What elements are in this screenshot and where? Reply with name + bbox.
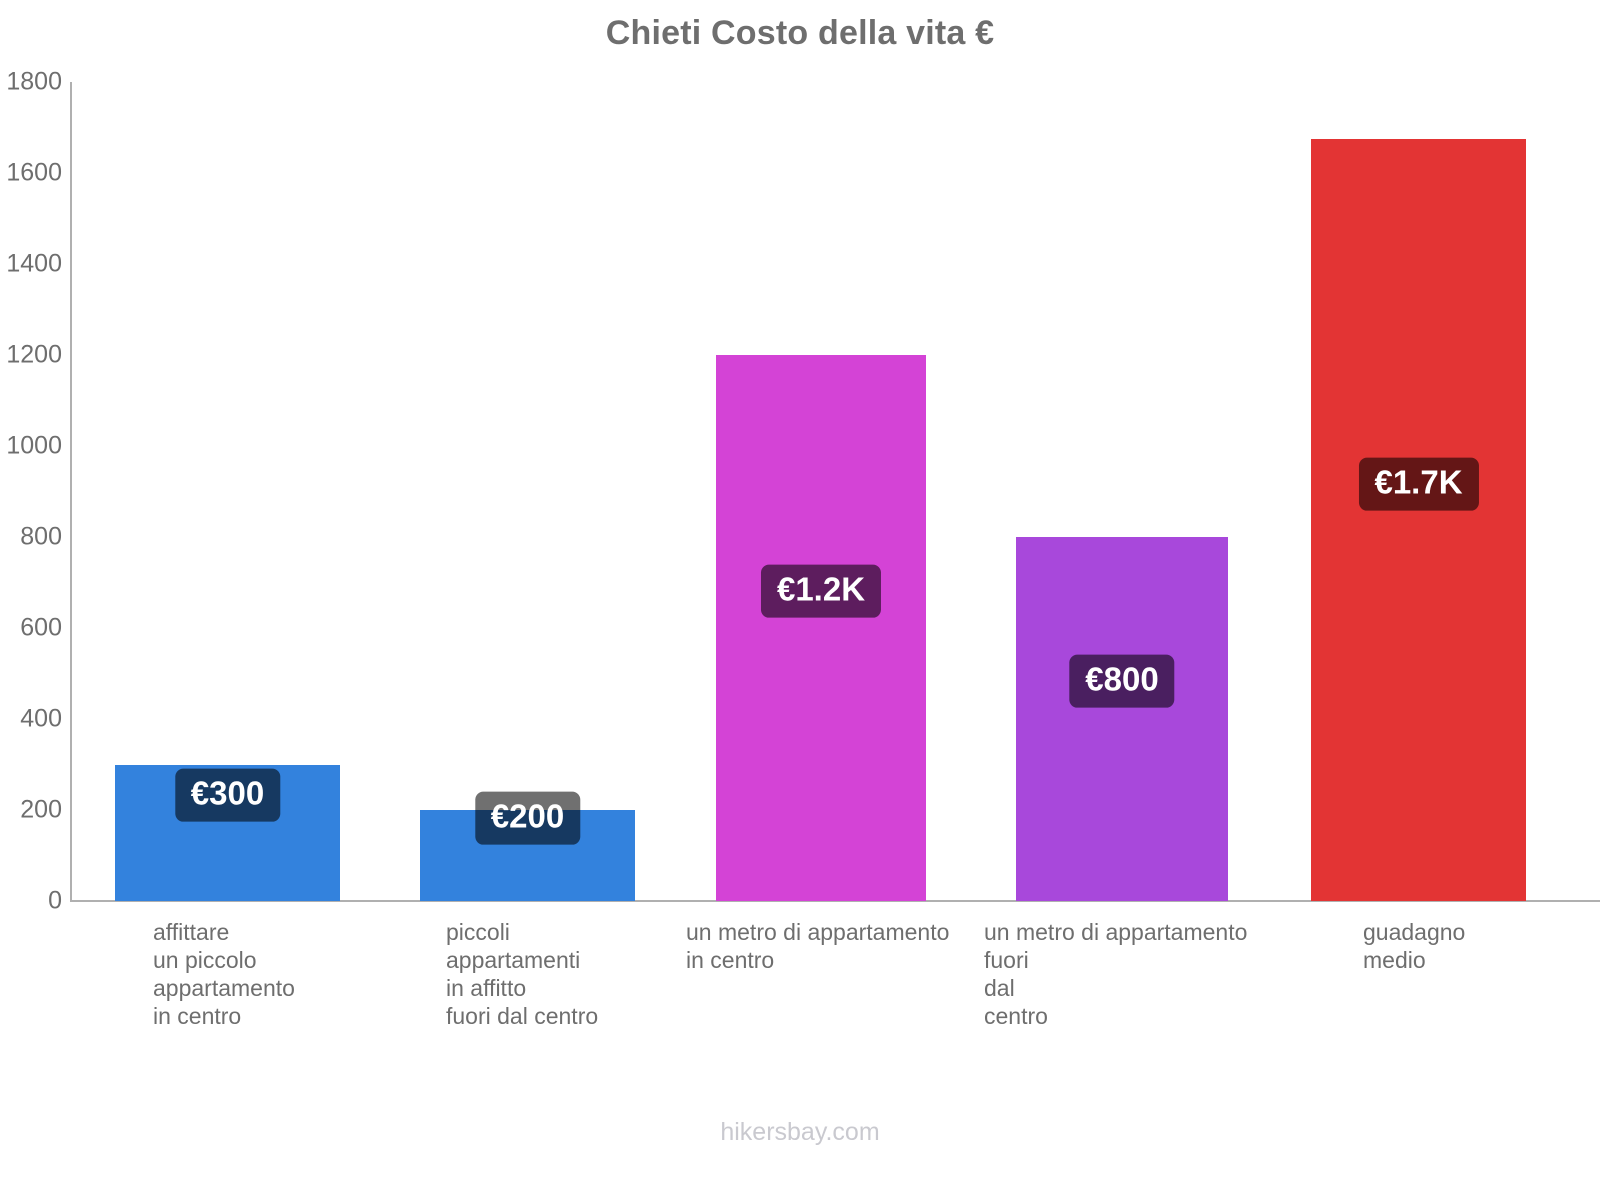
- x-axis-category-label: un metro di appartamento fuori dal centr…: [984, 919, 1248, 1030]
- chart-title: Chieti Costo della vita €: [605, 14, 995, 52]
- y-axis-tick-label: 800: [20, 522, 62, 551]
- bar-value-label: €200: [474, 791, 581, 845]
- y-axis-line: [70, 82, 72, 901]
- x-axis-category-label: piccoli appartamenti in affitto fuori da…: [446, 919, 599, 1030]
- y-axis-tick-label: 1400: [6, 249, 62, 278]
- plot-area: 0 200 400 600 800 1000 1200 1400 1600 1800 €300 €2…: [6, 68, 1600, 915]
- y-axis-tick-label: 200: [20, 795, 62, 824]
- y-axis-tick-label: 1200: [6, 340, 62, 369]
- bar[interactable]: [1016, 537, 1228, 901]
- bar-value-label: €1.7K: [1358, 457, 1479, 511]
- y-axis-tick-label: 0: [48, 886, 62, 915]
- bar-value-label: €1.2K: [760, 564, 882, 618]
- watermark-text: hikersbay.com: [720, 1118, 880, 1146]
- bar[interactable]: [1311, 138, 1526, 901]
- y-axis-tick-label: 400: [20, 704, 62, 733]
- x-axis-category-label: guadagno medio: [1363, 919, 1466, 974]
- y-axis-tick-label: 1600: [6, 158, 62, 187]
- x-axis-category-label: un metro di appartamento in centro: [686, 919, 950, 974]
- x-axis-line: [70, 900, 1600, 902]
- y-axis-tick-label: 1000: [6, 431, 62, 460]
- bar-value-label: €300: [174, 768, 281, 822]
- y-axis-tick-label: 600: [20, 613, 62, 642]
- bar-value-label: €800: [1069, 654, 1175, 708]
- x-axis-category-label: affittare un piccolo appartamento in cen…: [153, 919, 295, 1030]
- y-axis-tick-label: 1800: [6, 67, 62, 96]
- bar[interactable]: [716, 355, 926, 901]
